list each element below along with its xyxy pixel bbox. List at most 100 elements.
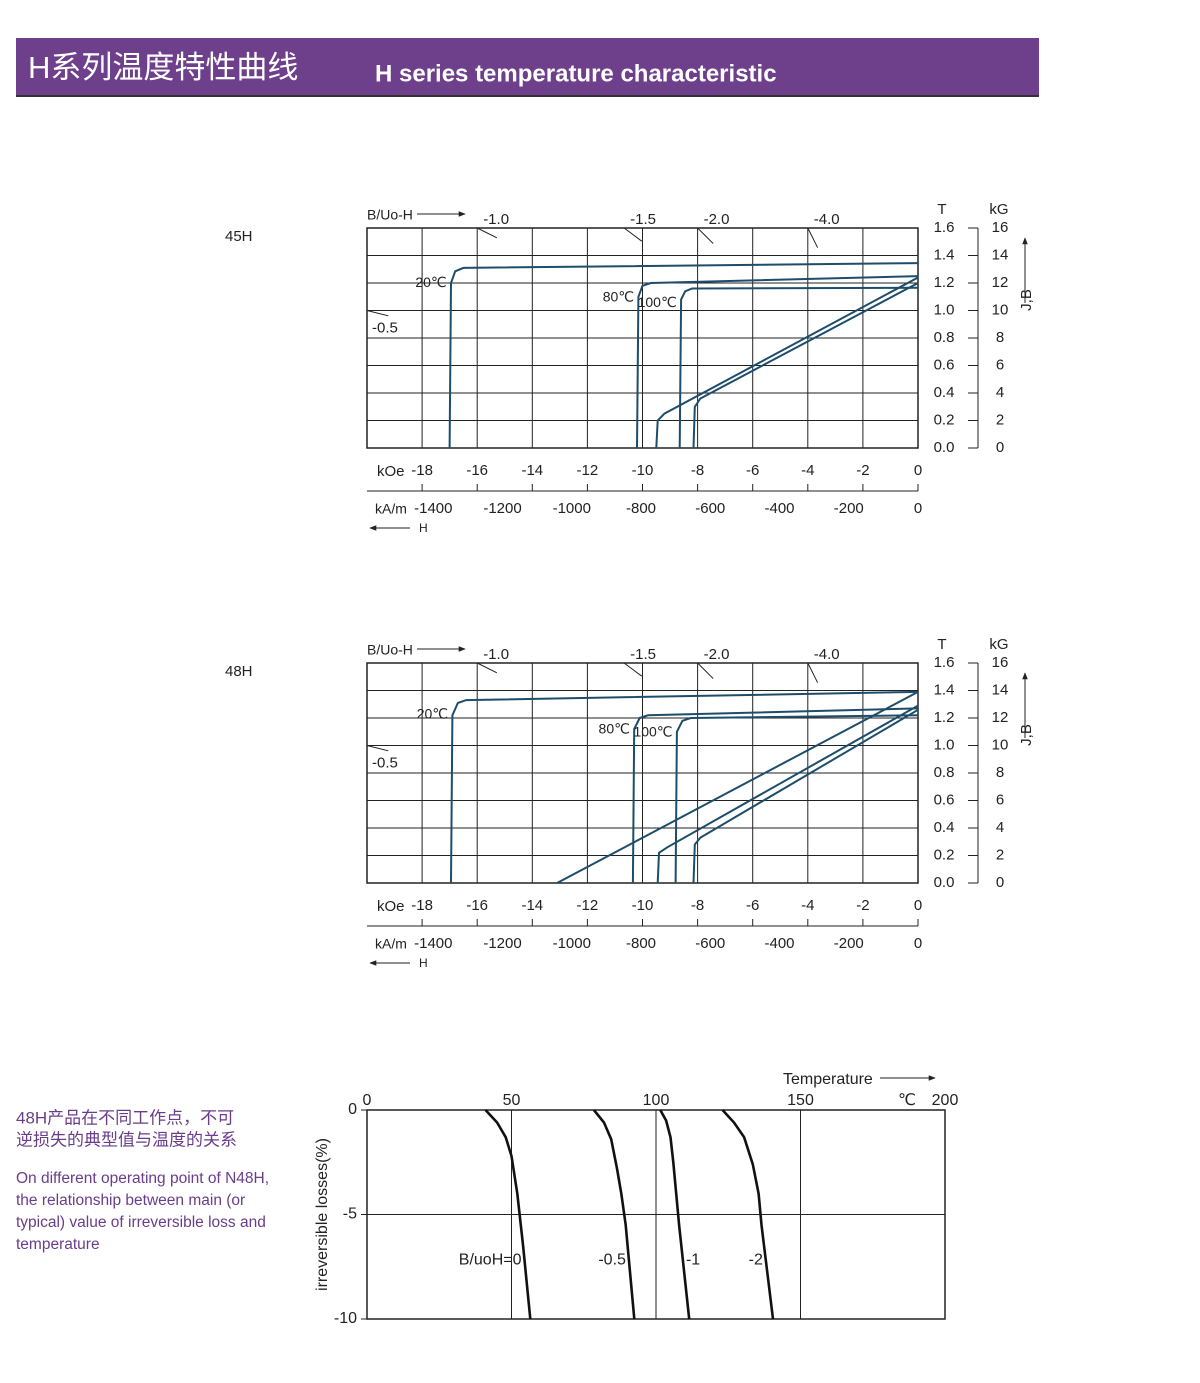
note-line: temperature xyxy=(16,1236,100,1253)
y2-tick-label: 14 xyxy=(992,246,1009,263)
x2-tick-label: -200 xyxy=(834,935,864,952)
x2-arrow-label: H xyxy=(419,521,428,535)
load-line-label: -1.5 xyxy=(630,646,656,663)
x2-tick-label: -1000 xyxy=(553,935,591,952)
y-tick-label: -5 xyxy=(343,1206,357,1223)
x-label: Temperature xyxy=(783,1071,873,1088)
y2-tick-label: 8 xyxy=(996,764,1004,781)
curve xyxy=(655,276,919,449)
y-tick-label: 0.2 xyxy=(934,846,955,863)
load-line-label: -0.5 xyxy=(372,319,398,336)
curve xyxy=(592,1109,636,1320)
y-tick-label: 0.0 xyxy=(934,439,955,456)
x-tick-label: 150 xyxy=(787,1092,814,1109)
curve-label: 80℃ xyxy=(603,288,634,304)
x-tick-label: -6 xyxy=(746,897,759,914)
x-tick-label: -10 xyxy=(632,462,654,479)
y-unit: T xyxy=(937,201,946,218)
x-tick-label: -8 xyxy=(691,897,704,914)
y-tick-label: -10 xyxy=(334,1310,357,1327)
x-label: kOe xyxy=(377,463,405,480)
x2-label: kA/m xyxy=(375,501,407,517)
x-label: kOe xyxy=(377,898,405,915)
x-tick-label: -10 xyxy=(632,897,654,914)
x-tick-label: -2 xyxy=(856,462,869,479)
curve xyxy=(448,262,919,449)
note-line: typical) value of irreversible loss and xyxy=(16,1214,266,1231)
curve-label: 100℃ xyxy=(633,723,672,739)
y-label: J,B xyxy=(1018,724,1035,746)
y2-tick-label: 16 xyxy=(992,654,1009,671)
x-tick-label: 50 xyxy=(503,1092,521,1109)
x2-label: kA/m xyxy=(375,936,407,952)
x-tick-label: 0 xyxy=(914,897,922,914)
curve-label: -0.5 xyxy=(598,1252,626,1269)
load-line-tick xyxy=(623,227,643,242)
load-line-label: -1.5 xyxy=(630,211,656,228)
x-tick-label: -6 xyxy=(746,462,759,479)
load-line-tick xyxy=(697,227,714,244)
x2-tick-label: -1200 xyxy=(483,935,521,952)
load-line-tick xyxy=(476,662,498,674)
load-line-label: -1.0 xyxy=(483,646,509,663)
header-banner xyxy=(16,38,1039,96)
curve-label: 20℃ xyxy=(417,706,448,722)
curve xyxy=(678,286,919,449)
y-tick-label: 0.8 xyxy=(934,329,955,346)
x-tick-label: -16 xyxy=(466,897,488,914)
chart-label: 45H xyxy=(225,228,253,245)
x-unit: ℃ xyxy=(898,1092,916,1109)
y2-tick-label: 6 xyxy=(996,356,1004,373)
y-label: irreversible losses(%) xyxy=(314,1138,331,1291)
chart-label: 48H xyxy=(225,663,253,680)
curve-label: 100℃ xyxy=(638,294,677,310)
load-line-tick xyxy=(697,662,714,679)
x2-tick-label: -1000 xyxy=(553,500,591,517)
x2-tick-label: -1400 xyxy=(414,500,452,517)
load-line-label: -2.0 xyxy=(704,211,730,228)
curve-label: -2 xyxy=(749,1252,763,1269)
y-tick-label: 1.4 xyxy=(934,681,955,698)
note-title-line: 逆损失的典型值与温度的关系 xyxy=(16,1130,237,1149)
x-tick-label: -14 xyxy=(521,462,543,479)
load-line-tick xyxy=(623,662,643,677)
y-unit: T xyxy=(937,636,946,653)
y-tick-label: 1.6 xyxy=(934,219,955,236)
y-tick-label: 0 xyxy=(348,1101,357,1118)
curve xyxy=(636,275,919,449)
load-line-tick xyxy=(476,227,498,239)
y-tick-label: 1.2 xyxy=(934,709,955,726)
curve-label: 20℃ xyxy=(415,274,446,290)
top-label: B/Uo-H xyxy=(367,207,413,223)
x-tick-label: -2 xyxy=(856,897,869,914)
x2-tick-label: -1200 xyxy=(483,500,521,517)
y-tick-label: 0.0 xyxy=(934,874,955,891)
y-tick-label: 1.2 xyxy=(934,274,955,291)
y2-tick-label: 2 xyxy=(996,411,1004,428)
x-tick-label: -18 xyxy=(411,897,433,914)
load-line-label: -0.5 xyxy=(372,754,398,771)
x-tick-label: 0 xyxy=(914,462,922,479)
header-title-cn: H系列温度特性曲线 xyxy=(28,50,298,85)
y-tick-label: 0.6 xyxy=(934,356,955,373)
y2-tick-label: 0 xyxy=(996,439,1004,456)
x-tick-label: 100 xyxy=(643,1092,670,1109)
y2-tick-label: 16 xyxy=(992,219,1009,236)
curve xyxy=(556,691,919,884)
curve xyxy=(721,1109,775,1320)
x-tick-label: -4 xyxy=(801,462,814,479)
y2-tick-label: 2 xyxy=(996,846,1004,863)
y-tick-label: 1.0 xyxy=(934,301,955,318)
x2-tick-label: -800 xyxy=(626,935,656,952)
load-line-label: -4.0 xyxy=(814,646,840,663)
curve-label: 80℃ xyxy=(599,721,630,737)
load-line-tick xyxy=(366,745,389,752)
x-tick-label: -4 xyxy=(801,897,814,914)
y-tick-label: 1.6 xyxy=(934,654,955,671)
curve xyxy=(674,714,919,884)
curve xyxy=(692,282,919,449)
y2-tick-label: 8 xyxy=(996,329,1004,346)
x2-tick-label: -200 xyxy=(834,500,864,517)
